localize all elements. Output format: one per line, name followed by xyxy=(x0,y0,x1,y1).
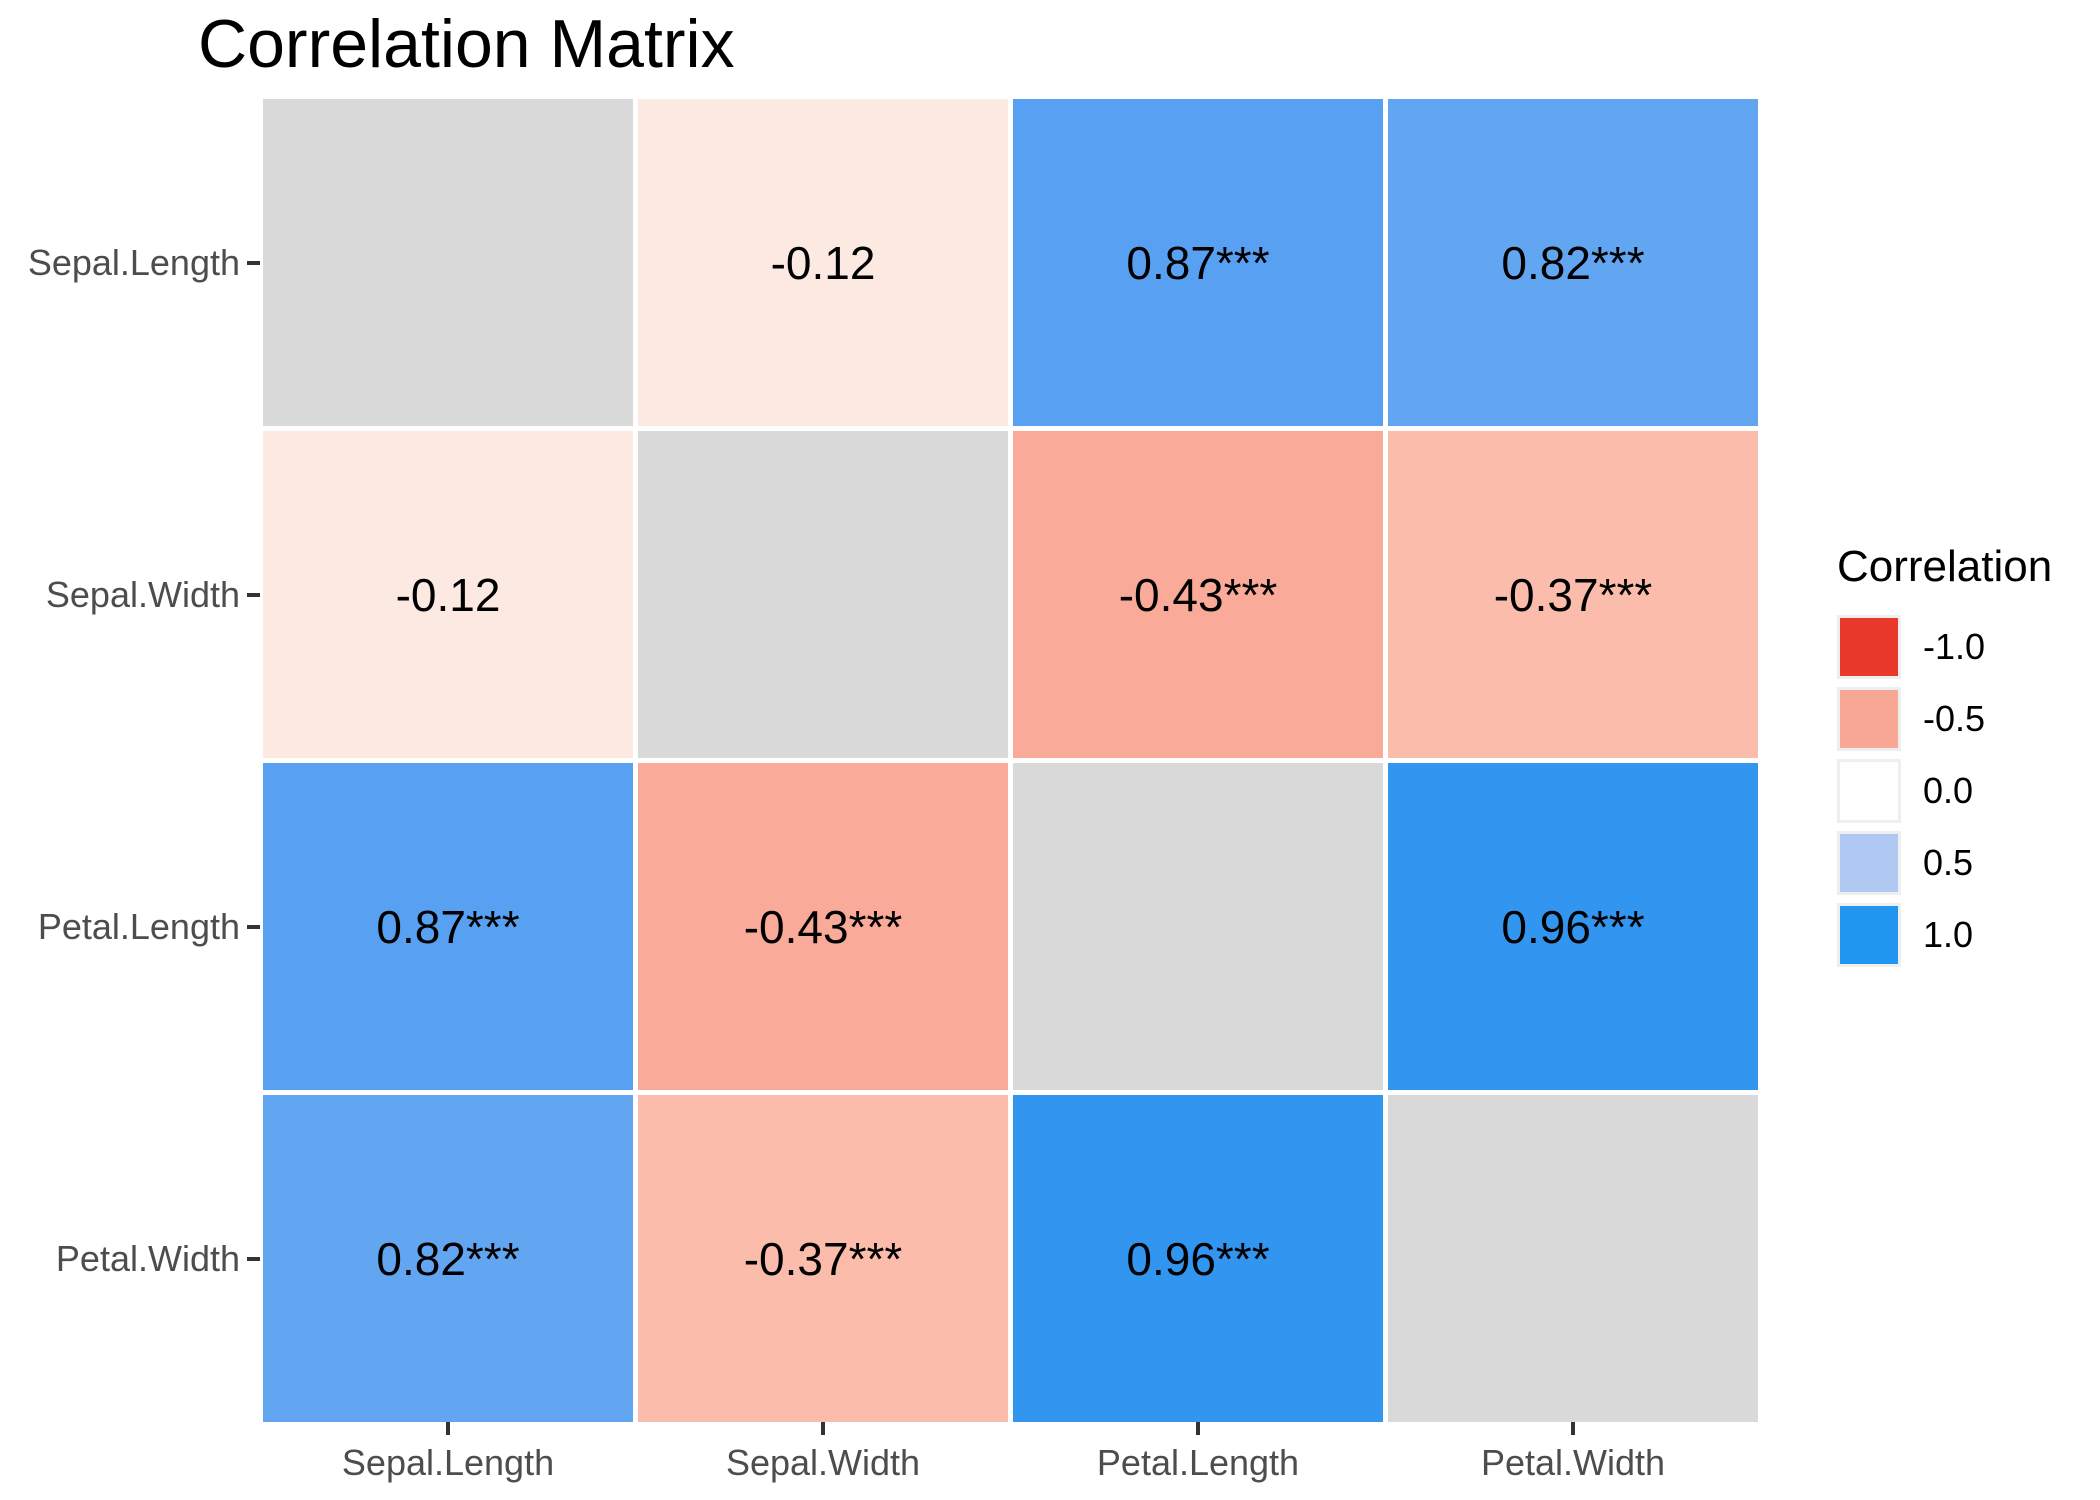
legend-entry: -0.5 xyxy=(1837,687,2052,751)
y-axis-tick xyxy=(247,592,260,597)
legend-key-swatch xyxy=(1837,687,1901,751)
cell-value: -0.37*** xyxy=(1493,568,1653,621)
heatmap-cell xyxy=(638,431,1008,758)
heatmap-cell xyxy=(263,99,633,426)
legend-entry: 1.0 xyxy=(1837,903,2052,967)
legend-keys: -1.0 -0.5 0.0 0.5 1.0 xyxy=(1837,615,2052,967)
legend-entry: -1.0 xyxy=(1837,615,2052,679)
legend-key-swatch xyxy=(1837,759,1901,823)
y-axis-tick xyxy=(247,1256,260,1261)
heatmap-cell: 0.82*** xyxy=(1388,99,1758,426)
legend-title: Correlation xyxy=(1837,542,2053,591)
x-axis-tick xyxy=(446,1422,450,1435)
heatmap-cell: 0.96*** xyxy=(1388,763,1758,1090)
heatmap-panel: -0.12 0.87*** 0.82*** -0.12 -0.43*** -0.37***… xyxy=(263,99,1758,1422)
heatmap-cell: -0.12 xyxy=(638,99,1008,426)
legend: Correlation -1.0 -0.5 0.0 0.5 1.0 xyxy=(1837,545,2052,967)
y-axis-tick xyxy=(247,260,260,265)
heatmap-cell: 0.87*** xyxy=(263,763,633,1090)
legend-label: 0.0 xyxy=(1923,770,1974,811)
heatmap-cell xyxy=(1388,1095,1758,1422)
y-axis-label: Sepal.Width xyxy=(45,573,240,615)
cell-value: -0.37*** xyxy=(743,1232,903,1285)
heatmap-cell: -0.43*** xyxy=(1013,431,1383,758)
cell-value: -0.12 xyxy=(395,568,501,621)
x-axis-label: Sepal.Width xyxy=(725,1442,921,1483)
x-axis-label: Petal.Length xyxy=(1096,1442,1300,1483)
plot-title: Correlation Matrix xyxy=(198,6,735,82)
legend-label: -0.5 xyxy=(1923,698,1986,739)
y-axis-label: Petal.Length xyxy=(37,905,240,947)
x-axis-tick xyxy=(1571,1422,1575,1435)
legend-label: 1.0 xyxy=(1923,914,1974,955)
heatmap-cell: -0.12 xyxy=(263,431,633,758)
cell-value: 0.82*** xyxy=(376,1232,520,1285)
heatmap-cell xyxy=(1013,763,1383,1090)
heatmap-cell: 0.82*** xyxy=(263,1095,633,1422)
x-axis-label: Sepal.Length xyxy=(341,1442,555,1483)
legend-key-swatch xyxy=(1837,903,1901,967)
legend-entry: 0.0 xyxy=(1837,759,2052,823)
cell-value: 0.96*** xyxy=(1501,900,1645,953)
y-axis-tick xyxy=(247,924,260,929)
heatmap-cell: 0.96*** xyxy=(1013,1095,1383,1422)
heatmap-cell: 0.87*** xyxy=(1013,99,1383,426)
heatmap-cell: -0.43*** xyxy=(638,763,1008,1090)
cell-value: 0.87*** xyxy=(376,900,520,953)
cell-value: -0.43*** xyxy=(1118,568,1278,621)
y-axis-label: Sepal.Length xyxy=(27,241,240,283)
x-axis-tick xyxy=(821,1422,825,1435)
y-axis-label: Petal.Width xyxy=(55,1237,240,1279)
legend-label: -1.0 xyxy=(1923,626,1986,667)
heatmap-cell: -0.37*** xyxy=(1388,431,1758,758)
heatmap-cell: -0.37*** xyxy=(638,1095,1008,1422)
legend-key-swatch xyxy=(1837,615,1901,679)
legend-label: 0.5 xyxy=(1923,842,1974,883)
cell-value: 0.87*** xyxy=(1126,236,1270,289)
x-axis-tick xyxy=(1196,1422,1200,1435)
cell-value: -0.43*** xyxy=(743,900,903,953)
legend-entry: 0.5 xyxy=(1837,831,2052,895)
legend-key-swatch xyxy=(1837,831,1901,895)
cell-value: 0.96*** xyxy=(1126,1232,1270,1285)
cell-value: 0.82*** xyxy=(1501,236,1645,289)
cell-value: -0.12 xyxy=(770,236,876,289)
x-axis-label: Petal.Width xyxy=(1480,1442,1666,1483)
